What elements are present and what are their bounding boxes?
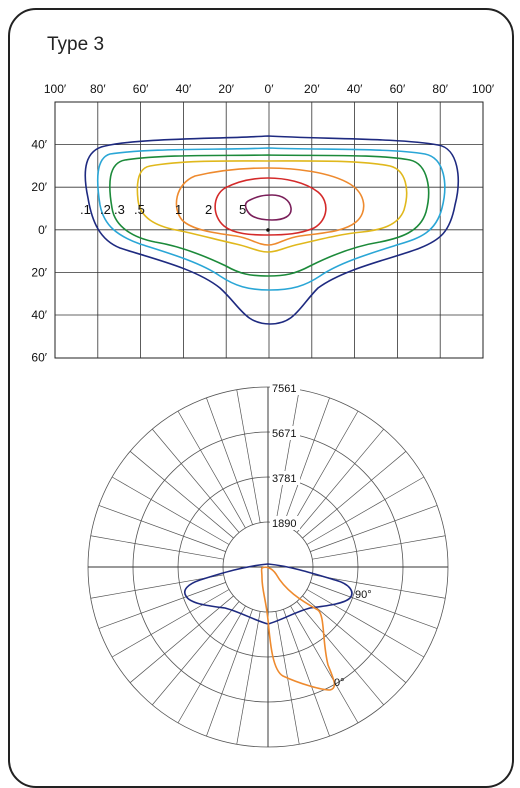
iso-y-tick-label: 60′ bbox=[31, 351, 47, 365]
polar-curve-0deg bbox=[260, 566, 336, 691]
contour-label-0.2: .2 bbox=[100, 202, 111, 217]
iso-x-tick-label: 20′ bbox=[304, 82, 320, 96]
iso-x-tick-label: 20′ bbox=[218, 82, 234, 96]
contour-label-0.5: .5 bbox=[134, 202, 145, 217]
card-title: Type 3 bbox=[47, 34, 105, 55]
photometric-card bbox=[8, 8, 514, 788]
iso-x-tick-label: 80′ bbox=[90, 82, 106, 96]
polar-radial-label-7561: 7561 bbox=[272, 383, 296, 395]
polar-grid-spoke bbox=[177, 410, 246, 529]
polar-label-bg-3781 bbox=[270, 471, 300, 485]
iso-y-tick-label: 20′ bbox=[31, 265, 47, 279]
contour-label-0.3: .3 bbox=[114, 202, 125, 217]
iso-y-tick-label: 40′ bbox=[31, 138, 47, 152]
contour-label-0.1: .1 bbox=[80, 202, 91, 217]
polar-grid-spoke bbox=[152, 428, 240, 533]
polar-grid-spoke bbox=[310, 505, 438, 552]
polar-candela-chart: 7561 5671 3781 1890 90° 0° bbox=[87, 381, 449, 748]
polar-angle-label-90: 90° bbox=[355, 589, 372, 601]
isofootcandle-chart: 100′ 80′ 60′ 40′ 20′ 0′ 20′ 40′ 60′ 80′ 100′ 40′20… bbox=[31, 82, 494, 365]
polar-grid-spoke bbox=[90, 535, 224, 560]
contour-label-1: 1 bbox=[175, 202, 182, 217]
polar-grid-spoke bbox=[206, 397, 253, 525]
contour-label-5: 5 bbox=[239, 202, 246, 217]
contour-label-2: 2 bbox=[205, 202, 212, 217]
contour-2 bbox=[214, 177, 327, 236]
polar-grid-spoke bbox=[98, 582, 226, 629]
iso-x-tick-label: 100′ bbox=[44, 82, 67, 96]
polar-label-bg-1890 bbox=[270, 516, 300, 530]
polar-label-bg-7561 bbox=[270, 381, 300, 395]
polar-grid-spoke bbox=[111, 476, 230, 545]
contour-0.3 bbox=[109, 154, 430, 277]
polar-grid-spoke bbox=[302, 595, 407, 683]
iso-x-tick-label: 100′ bbox=[472, 82, 495, 96]
polar-grid-spoke bbox=[129, 451, 234, 539]
polar-grid-spoke bbox=[177, 605, 246, 724]
iso-x-tick-label: 80′ bbox=[432, 82, 448, 96]
polar-grid-spoke bbox=[236, 389, 261, 523]
contour-0.5 bbox=[136, 160, 408, 253]
iso-y-tick-label: 40′ bbox=[31, 308, 47, 322]
polar-grid-spoke bbox=[312, 535, 446, 560]
polar-grid-spoke bbox=[312, 574, 446, 599]
iso-y-tick-label: 0′ bbox=[38, 223, 48, 237]
polar-grid-spoke bbox=[302, 451, 407, 539]
iso-y-tick-labels: 40′ 20′ 0′ 20′ 40′ 60′ bbox=[31, 138, 47, 365]
polar-grid-spoke bbox=[290, 605, 359, 724]
polar-radial-label-5671: 5671 bbox=[272, 428, 296, 440]
contour-1 bbox=[175, 167, 365, 246]
polar-grid-spoke bbox=[111, 589, 230, 658]
iso-x-tick-label: 60′ bbox=[133, 82, 149, 96]
iso-x-tick-labels: 100′ 80′ 60′ 40′ 20′ 0′ 20′ 40′ 60′ 80′ 100′ bbox=[44, 82, 495, 96]
iso-x-tick-label: 60′ bbox=[390, 82, 406, 96]
polar-grid-spoke bbox=[296, 601, 384, 706]
polar-label-bg-5671 bbox=[270, 426, 300, 440]
polar-grid-spoke bbox=[152, 601, 240, 706]
polar-grid-spoke bbox=[283, 609, 330, 737]
iso-grid bbox=[55, 102, 483, 358]
polar-grid-spoke bbox=[306, 476, 425, 545]
contour-0.1 bbox=[84, 135, 459, 325]
luminaire-position-dot bbox=[266, 228, 270, 232]
polar-grid-spoke bbox=[275, 389, 300, 523]
polar-radial-label-3781: 3781 bbox=[272, 473, 296, 485]
polar-grid-spoke bbox=[306, 589, 425, 658]
polar-grid-spoke bbox=[296, 428, 384, 533]
polar-grid-spoke bbox=[236, 611, 261, 745]
iso-x-tick-label: 40′ bbox=[176, 82, 192, 96]
polar-radial-label-1890: 1890 bbox=[272, 518, 296, 530]
polar-grid-spoke bbox=[290, 410, 359, 529]
iso-x-tick-label: 0′ bbox=[265, 82, 275, 96]
polar-grid-spoke bbox=[98, 505, 226, 552]
polar-grid-spoke bbox=[206, 609, 253, 737]
iso-x-tick-label: 40′ bbox=[347, 82, 363, 96]
contour-0.2 bbox=[96, 147, 446, 291]
photometric-diagrams: 100′ 80′ 60′ 40′ 20′ 0′ 20′ 40′ 60′ 80′ 100′ 40′20… bbox=[31, 82, 495, 748]
contour-5 bbox=[244, 194, 292, 221]
polar-grid-spoke bbox=[129, 595, 234, 683]
polar-grid-spoke bbox=[310, 582, 438, 629]
iso-y-tick-label: 20′ bbox=[31, 180, 47, 194]
polar-angle-label-0: 0° bbox=[334, 677, 345, 689]
polar-grid-spoke bbox=[283, 397, 330, 525]
polar-curve-90deg bbox=[184, 563, 353, 625]
